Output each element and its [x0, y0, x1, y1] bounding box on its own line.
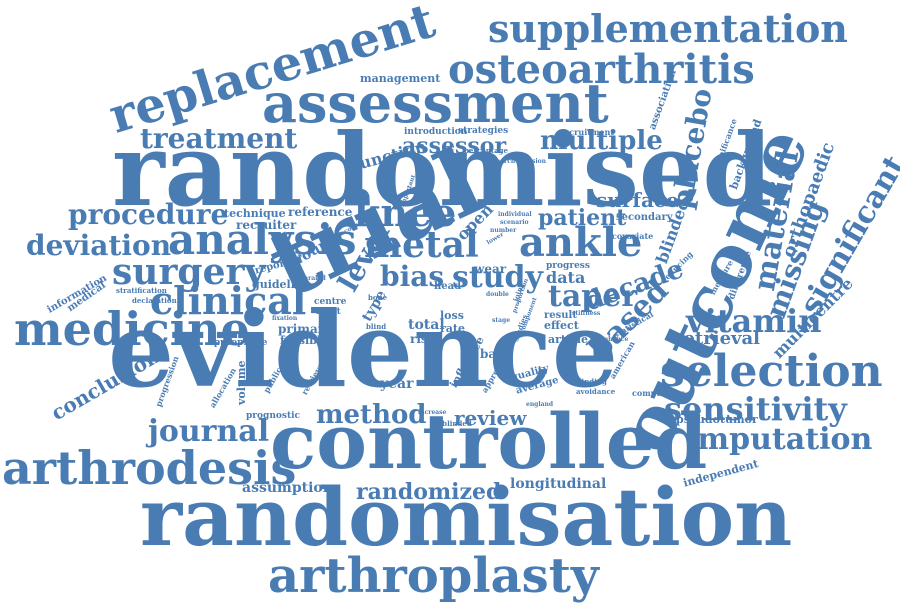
word-recruiter: recruiter: [236, 218, 297, 232]
word-enhance: enhance: [600, 336, 629, 343]
word-avoidance: avoidance: [576, 387, 616, 396]
word-appropriate: appropriate: [208, 338, 268, 348]
word-controlled: controlled: [270, 397, 708, 486]
word-osteoarthritis: osteoarthritis: [448, 46, 755, 93]
word-wear: wear: [474, 262, 507, 276]
word-ankle: ankle: [519, 219, 643, 266]
word-double: double: [486, 291, 509, 298]
word-management: management: [360, 72, 441, 85]
word-loss: loss: [440, 309, 464, 322]
word-prognostic: prognostic: [246, 411, 300, 421]
word-vitamin: vitamin: [686, 302, 822, 340]
word-multiple: multiple: [540, 126, 663, 156]
word-supplementation: supplementation: [488, 6, 848, 51]
word-data: data: [546, 268, 586, 287]
word-medicine: medicine: [14, 302, 250, 356]
word-scenario: scenario: [500, 219, 529, 226]
word-fixation: fixation: [272, 315, 298, 322]
word-arthroplasty: arthroplasty: [268, 548, 599, 604]
word-introduction: introduction: [404, 127, 468, 137]
word-compulsory: compulsory: [632, 388, 684, 398]
word-progress: progress: [546, 261, 590, 271]
word-bone: bone: [368, 293, 388, 302]
word-imputation: imputation: [686, 422, 873, 457]
word-reference: reference: [288, 205, 353, 219]
word-clinical: clinical: [150, 278, 307, 323]
word-arthrodesis: arthrodesis: [2, 441, 297, 495]
word-strategies: strategies: [458, 126, 509, 136]
word-assumption: assumption: [242, 480, 333, 496]
word-knee: knee: [354, 190, 457, 235]
word-year: year: [380, 376, 414, 392]
word-bias: bias: [380, 260, 445, 293]
word-increase: increase: [418, 409, 447, 416]
word-feasible: feasible: [280, 334, 329, 347]
word-research: research: [486, 158, 516, 165]
word-taper: taper: [548, 279, 638, 314]
word-secondary: secondary: [616, 212, 673, 223]
word-centre: centre: [314, 297, 347, 307]
word-head: head: [434, 281, 462, 292]
word-most: most: [316, 307, 341, 317]
word-retrieval: retrieval: [674, 328, 760, 349]
word-total: total: [408, 317, 445, 333]
word-method: method: [316, 400, 427, 430]
word-result: result: [544, 310, 577, 321]
word-percentage: percentage: [464, 146, 508, 155]
word-covariate: covariate: [612, 231, 654, 241]
word-blinding: blinding: [574, 377, 607, 386]
word-lower: lower: [485, 230, 505, 247]
word-journal: journal: [148, 414, 270, 449]
word-rate: rate: [440, 322, 466, 335]
word-selection: selection: [660, 346, 883, 397]
word-deviation: deviation: [26, 229, 172, 262]
word-decision: decision: [518, 158, 546, 165]
word-individual: individual: [498, 211, 532, 218]
word-evidence: evidence: [108, 288, 619, 411]
word-risk: risk: [410, 332, 436, 346]
word-procedure: procedure: [68, 198, 229, 231]
word-assessor: assessor: [402, 133, 507, 159]
word-blind: blind: [366, 322, 387, 331]
word-sensitivity: sensitivity: [664, 390, 847, 428]
word-assessment: assessment: [262, 71, 609, 135]
word-surgery: surgery: [112, 251, 266, 293]
word-randomized: randomized: [356, 479, 502, 505]
word-randomised: randomised: [112, 111, 773, 229]
word-guideline: guideline: [252, 278, 310, 291]
word-stiffness: stiffness: [572, 310, 601, 317]
word-england: england: [526, 401, 554, 408]
word-volume: volume: [235, 360, 248, 405]
word-effect: effect: [544, 319, 579, 332]
word-treatment: treatment: [140, 122, 298, 155]
word-recruitment: recruitment: [560, 127, 615, 137]
word-metal: metal: [364, 224, 479, 266]
word-parallel: parallel: [300, 275, 326, 282]
word-analysis: analysis: [168, 215, 357, 264]
word-article: article: [548, 333, 589, 346]
word-technique: technique: [224, 207, 286, 220]
word-stratification: stratification: [116, 286, 167, 295]
word-number: number: [490, 227, 517, 234]
word-stage: stage: [492, 317, 511, 324]
word-unblinded: unblinded: [432, 419, 472, 428]
word-patient: patient: [538, 205, 627, 231]
word-longitudinal: longitudinal: [510, 476, 607, 492]
word-study: study: [452, 260, 543, 295]
word-declaration: declaration: [132, 296, 177, 305]
word-surface: surface: [596, 188, 679, 212]
word-review: review: [454, 406, 527, 430]
word-base: base: [480, 347, 511, 361]
word-pseudotumor: pseudotumor: [676, 413, 758, 426]
word-primary: primary: [278, 322, 332, 336]
word-randomisation: randomisation: [140, 470, 793, 564]
